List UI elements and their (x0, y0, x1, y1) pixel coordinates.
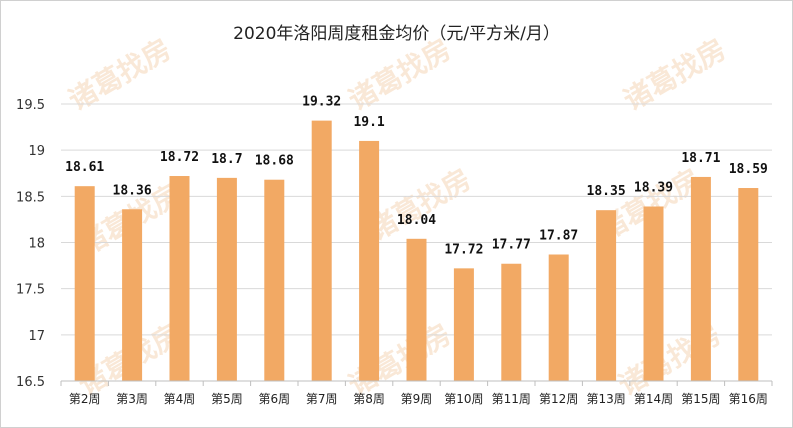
y-tick-label: 19 (28, 144, 45, 159)
data-label: 18.36 (113, 183, 152, 198)
data-label: 18.35 (587, 184, 626, 199)
y-tick-label: 19.5 (16, 98, 45, 113)
x-tick-label: 第7周 (306, 392, 338, 406)
bar (501, 263, 522, 381)
x-tick-label: 第15周 (681, 392, 720, 406)
x-tick-label: 第4周 (164, 392, 196, 406)
x-tick-label: 第11周 (492, 392, 531, 406)
x-tick-label: 第10周 (444, 392, 483, 406)
bar (406, 238, 427, 381)
x-tick-label: 第12周 (539, 392, 578, 406)
bars (74, 120, 759, 382)
y-tick-label: 18.5 (16, 190, 45, 205)
watermark-text: 诸葛找房 (363, 162, 477, 247)
bar (548, 254, 569, 381)
bar (643, 206, 664, 381)
bar (596, 210, 617, 381)
data-label: 18.68 (255, 154, 294, 169)
y-tick-label: 17.5 (16, 283, 45, 298)
bar (738, 188, 759, 381)
y-tick-label: 17 (28, 329, 45, 344)
data-label: 18.61 (65, 160, 104, 175)
x-tick-label: 第13周 (586, 392, 625, 406)
bar (690, 176, 711, 381)
x-tick-label: 第9周 (401, 392, 433, 406)
x-tick-label: 第5周 (211, 392, 243, 406)
chart-title: 2020年洛阳周度租金均价（元/平方米/月） (233, 24, 560, 44)
data-label: 18.59 (729, 162, 768, 177)
bar (74, 186, 95, 381)
x-tick-label: 第14周 (634, 392, 673, 406)
x-tick-label: 第2周 (69, 392, 101, 406)
data-label: 19.1 (353, 115, 384, 130)
x-tick-label: 第16周 (729, 392, 768, 406)
bar (169, 176, 190, 381)
y-tick-label: 18 (28, 237, 45, 252)
data-label: 17.87 (539, 229, 578, 244)
axes: 16.5 17 17.5 18 18.5 19 19.5 第2周 第3周 第4周 第5周 第6周 第7周… (16, 98, 773, 406)
x-tick-label: 第6周 (258, 392, 290, 406)
x-tick-label: 第3周 (116, 392, 148, 406)
data-label: 18.71 (681, 151, 720, 166)
data-label: 18.7 (211, 152, 242, 167)
bar (359, 140, 380, 381)
data-label: 17.72 (444, 242, 483, 257)
bar (216, 177, 237, 381)
data-label: 18.04 (397, 213, 436, 228)
bar (264, 179, 285, 381)
y-tick-label: 16.5 (16, 375, 45, 390)
data-label: 17.77 (492, 238, 531, 253)
bar (122, 209, 143, 381)
data-label: 19.32 (302, 95, 341, 110)
bar (453, 268, 474, 381)
data-labels: 18.61 18.36 18.72 18.7 18.68 19.32 19.1 18.04 17… (65, 95, 768, 258)
bar (311, 120, 332, 382)
x-tick-label: 第8周 (353, 392, 385, 406)
data-label: 18.39 (634, 180, 673, 195)
data-label: 18.72 (160, 150, 199, 165)
